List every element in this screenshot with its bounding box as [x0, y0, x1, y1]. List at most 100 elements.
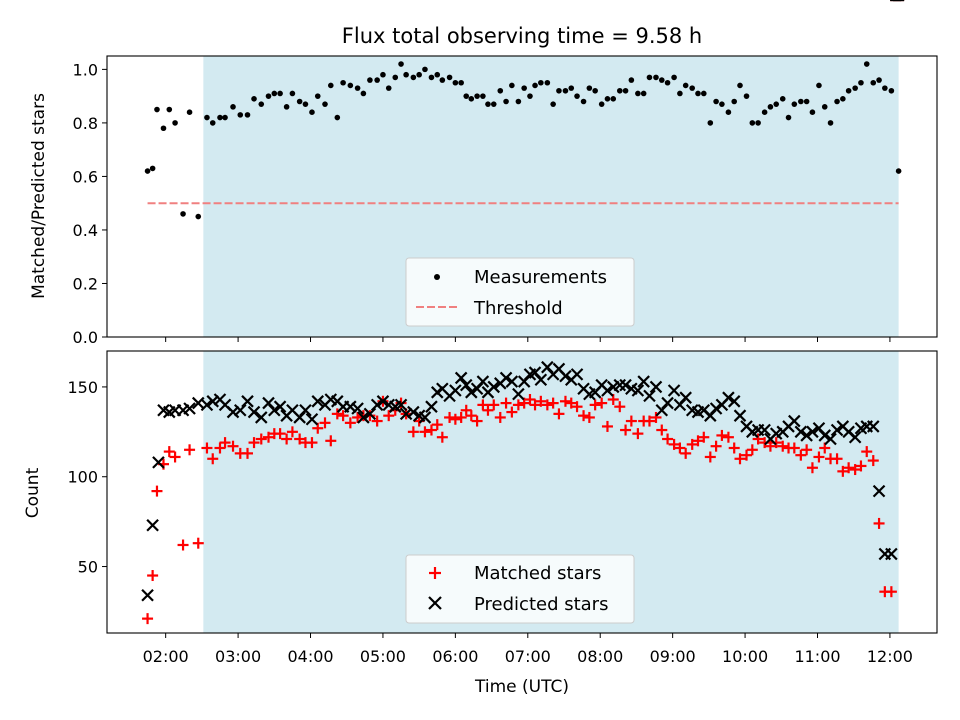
matched-stars-point [867, 455, 879, 467]
matched-stars-point [177, 539, 189, 551]
measurements-point [532, 82, 538, 89]
measurements-point [527, 93, 533, 99]
measurements-point [700, 90, 707, 97]
matched-stars-point [482, 404, 494, 416]
measurements-point [882, 85, 888, 91]
measurements-point [653, 74, 659, 81]
predicted-stars-point [830, 423, 844, 437]
legend-marker-matched-stars [429, 567, 441, 579]
matched-stars-point [371, 415, 383, 427]
measurements-point [422, 66, 428, 73]
measurements-point [403, 71, 409, 78]
matched-stars-point [207, 453, 219, 465]
measurements-point [568, 85, 575, 91]
predicted-stars-point [637, 375, 650, 388]
legend-label-measurements: Measurements [474, 267, 607, 288]
matched-stars-point [465, 410, 477, 422]
measurements-point [509, 82, 515, 89]
measurements-point [416, 71, 422, 78]
ratio-y-tick-label: 0.0 [73, 328, 98, 347]
measurements-point [550, 101, 556, 107]
predicted-stars-point [709, 402, 723, 415]
measurements-point [204, 114, 210, 121]
matched-stars-point [565, 397, 577, 409]
measurements-point [237, 112, 244, 118]
measurements-point [779, 96, 786, 102]
matched-stars-point [819, 442, 831, 454]
predicted-stars-point [299, 403, 312, 417]
measurements-point [485, 101, 491, 107]
ratio-y-tick-label: 0.2 [73, 274, 98, 293]
measurements-point [474, 93, 480, 99]
matched-stars-point [263, 431, 275, 443]
predicted-stars-point [806, 425, 819, 439]
measurements-point [737, 82, 743, 89]
x-tick-label: 06:00 [432, 647, 478, 666]
counts-y-axis-label: Count [23, 467, 43, 518]
measurements-point [755, 120, 761, 126]
predicted-stars-point [631, 384, 645, 397]
measurements-point [761, 109, 768, 115]
predicted-stars-point [376, 395, 390, 408]
predicted-stars-point [357, 411, 370, 424]
predicted-stars-point [273, 400, 287, 413]
measurements-point [186, 109, 193, 115]
measurements-point [604, 96, 611, 102]
counts-y-tick-label: 100 [67, 468, 98, 487]
ratio-legend: Measurements Threshold [405, 257, 635, 327]
measurements-point [271, 90, 278, 97]
measurements-point [725, 109, 732, 115]
measurements-point [803, 98, 810, 105]
measurements-point [628, 77, 635, 83]
measurements-point [798, 98, 804, 105]
matched-stars-point [431, 419, 443, 431]
matched-stars-point [704, 451, 716, 463]
predicted-stars-point [183, 402, 196, 415]
matched-stars-point [741, 449, 753, 461]
matched-stars-point [885, 586, 897, 598]
measurements-point [791, 101, 798, 107]
measurements-point [538, 79, 544, 86]
predicted-stars-point [465, 386, 478, 399]
matched-stars-point [255, 433, 267, 445]
matched-stars-point [477, 399, 489, 411]
measurements-point [258, 101, 265, 107]
measurements-point [658, 77, 665, 83]
measurements-point [428, 74, 435, 81]
measurements-point [858, 79, 864, 86]
legend-label-threshold: Threshold [473, 298, 563, 319]
measurements-point [309, 109, 315, 115]
measurements-point [283, 104, 290, 110]
measurements-point [160, 125, 167, 132]
measurements-point [230, 104, 236, 110]
measurements-point [895, 168, 902, 174]
predicted-stars-point [505, 375, 519, 388]
predicted-stars-point [351, 402, 364, 415]
measurements-point [244, 112, 251, 118]
measurements-point [574, 93, 580, 99]
measurements-point [731, 98, 738, 105]
matched-stars-point [692, 435, 704, 447]
measurements-point [458, 79, 464, 86]
matched-stars-point [337, 410, 349, 422]
matched-stars-point [201, 442, 213, 454]
measurements-point [870, 79, 877, 86]
measurements-point [314, 93, 321, 99]
matched-stars-point [716, 429, 728, 441]
measurements-point [521, 85, 527, 91]
measurements-point [149, 165, 156, 172]
ratio-y-tick-label: 1.0 [73, 60, 98, 79]
matched-stars-point [680, 447, 692, 459]
measurements-point [827, 120, 834, 126]
matched-stars-point [698, 431, 710, 443]
predicted-stars-point [570, 368, 584, 381]
measurements-point [480, 93, 486, 99]
counts-y-tick-label: 50 [78, 558, 98, 577]
measurements-point [646, 74, 653, 81]
measurements-point [277, 90, 283, 97]
matched-stars-point [728, 442, 740, 454]
measurements-point [515, 98, 522, 105]
predicted-stars-point [370, 398, 384, 412]
matched-stars-point [444, 411, 456, 423]
measurements-point [439, 77, 446, 83]
